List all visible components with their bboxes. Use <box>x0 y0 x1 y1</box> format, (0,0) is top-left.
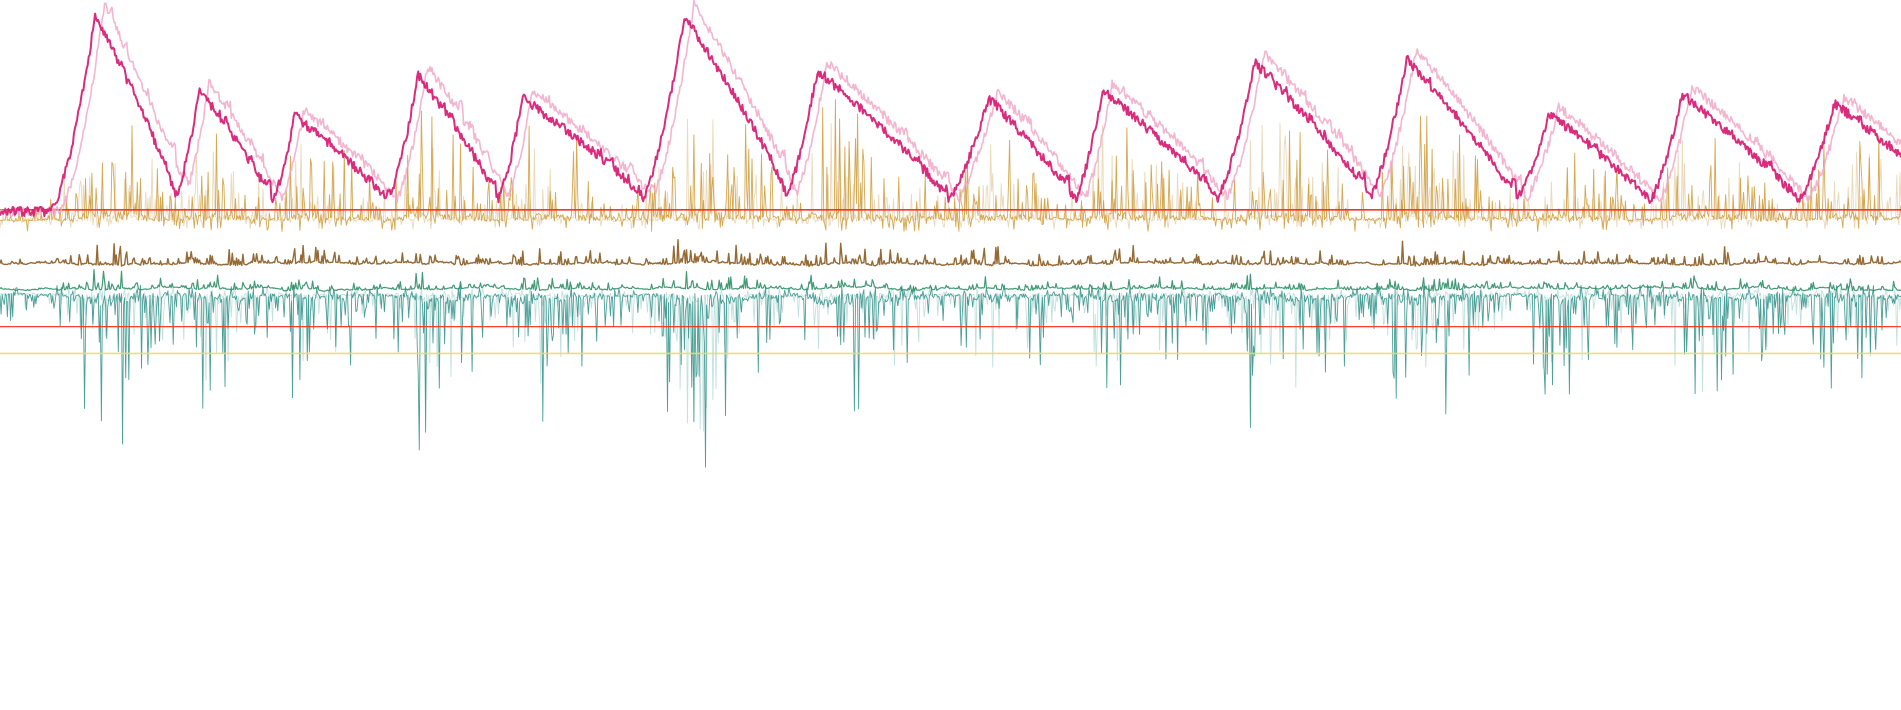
waveform-chart <box>0 0 1901 710</box>
chart-background <box>0 0 1901 710</box>
